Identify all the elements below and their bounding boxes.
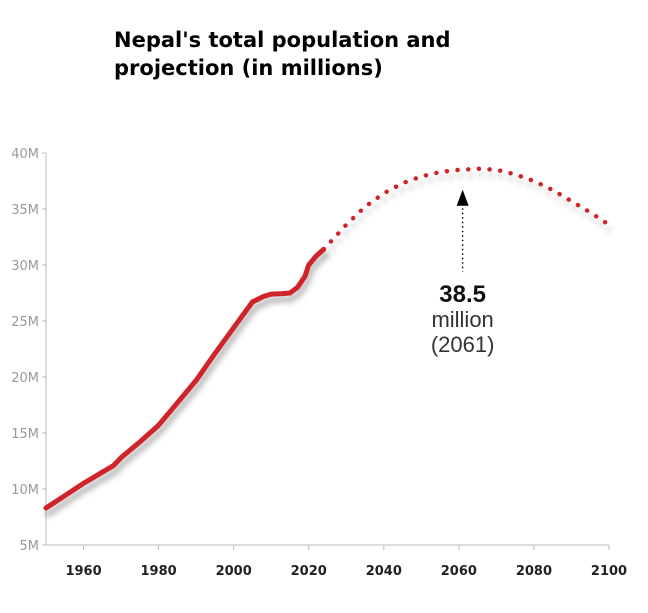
x-tick-label: 2040 [366,564,402,579]
x-tick-label: 2080 [516,564,552,579]
y-tick-label: 5M [20,539,40,554]
x-tick-label: 2100 [591,564,627,579]
x-tick-label: 2020 [291,564,327,579]
series-shadow-1 [323,172,613,258]
chart-axes: 5M 10M 15M 20M 25M 30M 35M 40M 1960 1980 2000 2020 2… [11,147,627,579]
y-tick-label: 10M [11,483,39,498]
chart-title-line-1: Nepal's total population and [114,28,451,52]
annotation-arrow-head [456,189,469,206]
annotation-value: 38.5 [439,281,486,308]
annotation-unit: million [431,307,493,332]
annotation-year: (2061) [431,332,495,357]
series-shadows [45,172,613,517]
y-tick-label: 35M [11,203,39,218]
y-tick-label: 40M [11,147,39,162]
y-tick-label: 25M [11,315,39,330]
x-tick-label: 2060 [441,564,477,579]
chart-title-line-2: projection (in millions) [114,56,383,80]
y-tick-label: 30M [11,259,39,274]
series-lines [43,166,612,511]
chart-title: Nepal's total population and projection … [114,26,534,82]
y-tick-label: 20M [11,371,39,386]
historical-line [43,246,327,511]
x-tick-label: 1960 [65,564,101,579]
series-shadow-0 [45,252,329,517]
x-tick-label: 2000 [216,564,252,579]
peak-annotation: 38.5 million (2061) [431,189,495,357]
projection-line [321,166,612,252]
y-tick-label: 15M [11,427,39,442]
x-tick-label: 1980 [141,564,177,579]
